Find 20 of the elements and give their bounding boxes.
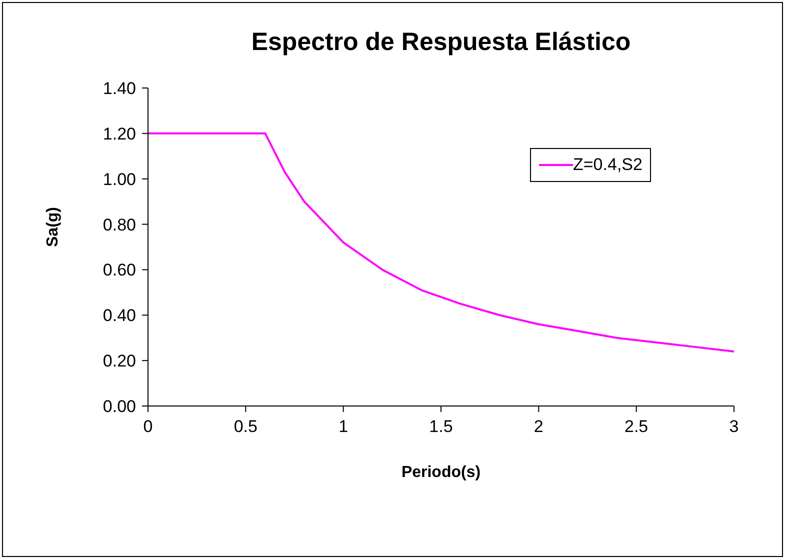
y-tick-label: 1.20 (102, 124, 136, 144)
chart-title: Espectro de Respuesta Elástico (250, 28, 632, 57)
y-axis-title: Sa(g) (44, 207, 62, 247)
x-tick-label: 0.5 (234, 417, 258, 436)
y-tick-label: 0.20 (102, 352, 136, 371)
x-tick-label: 2.5 (624, 417, 648, 436)
x-tick-label: 1.5 (429, 417, 453, 436)
x-tick-label: 0 (143, 417, 153, 436)
x-tick-label: 2 (534, 417, 544, 436)
legend-label: Z=0.4,S2 (573, 155, 642, 175)
y-tick-label: 0.40 (102, 306, 136, 326)
y-tick-label: 1.40 (102, 79, 136, 98)
x-tick-label: 1 (338, 417, 348, 436)
x-axis-title: Periodo(s) (401, 464, 481, 481)
x-tick-label: 3 (729, 417, 739, 436)
y-tick-label: 0.80 (102, 215, 136, 234)
y-tick-label: 1.00 (102, 170, 136, 189)
y-tick-label: 0.00 (102, 397, 136, 416)
y-tick-label: 0.60 (102, 260, 136, 280)
line-series (148, 132, 734, 352)
